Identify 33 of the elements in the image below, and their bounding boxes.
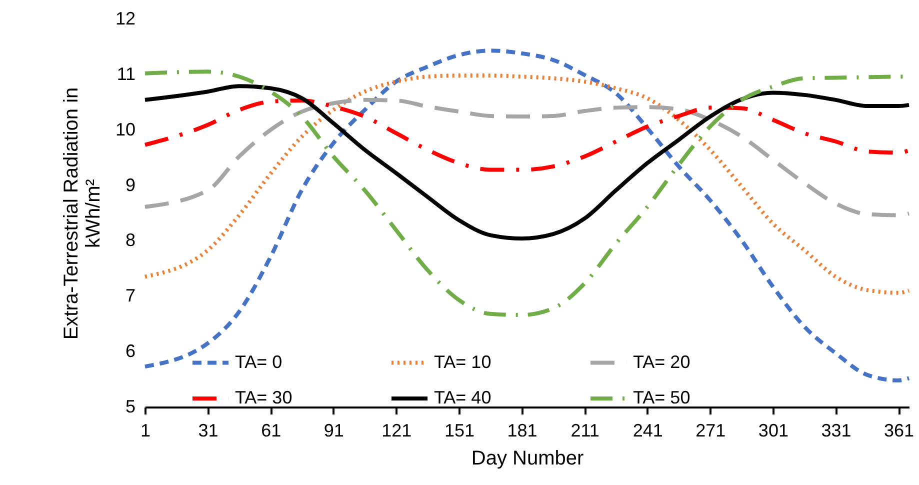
legend-label: TA= 30 <box>235 388 292 408</box>
x-tick-label: 181 <box>507 420 538 440</box>
y-tick-label: 10 <box>115 119 136 140</box>
y-tick-label: 12 <box>115 8 136 28</box>
y-tick-label: 8 <box>125 230 136 250</box>
x-tick-label: 211 <box>570 420 600 440</box>
legend-label: TA= 50 <box>633 388 690 408</box>
line-series <box>143 98 911 172</box>
y-tick-label: 9 <box>125 174 136 195</box>
y-tick-label: 7 <box>125 286 136 306</box>
legend-label: TA= 40 <box>434 388 492 408</box>
line-series <box>143 48 911 382</box>
y-tick-label: 5 <box>125 396 136 416</box>
x-tick-label: 61 <box>261 420 282 440</box>
legend-label: TA= 20 <box>633 352 690 372</box>
y-axis-title: Extra-Terrestrial Radiation in kWh/m² <box>60 87 104 340</box>
legend-label: TA= 0 <box>235 352 282 372</box>
x-tick-label: 331 <box>821 420 852 440</box>
x-tick-label: 271 <box>696 420 726 440</box>
legend-label: TA= 10 <box>434 352 492 372</box>
x-tick-label: 361 <box>884 420 914 440</box>
line-series <box>143 84 911 240</box>
x-axis-title: Day Number <box>471 448 584 470</box>
x-tick-label: 301 <box>758 420 788 440</box>
x-tick-label: 241 <box>632 420 663 440</box>
line-series <box>143 98 911 218</box>
x-tick-label: 151 <box>444 420 474 440</box>
x-tick-label: 1 <box>140 420 151 440</box>
x-tick-label: 121 <box>382 420 412 440</box>
x-tick-label: 31 <box>198 420 218 440</box>
x-tick-label: 91 <box>324 420 344 440</box>
y-tick-label: 11 <box>116 64 136 84</box>
y-tick-label: 6 <box>125 341 136 362</box>
